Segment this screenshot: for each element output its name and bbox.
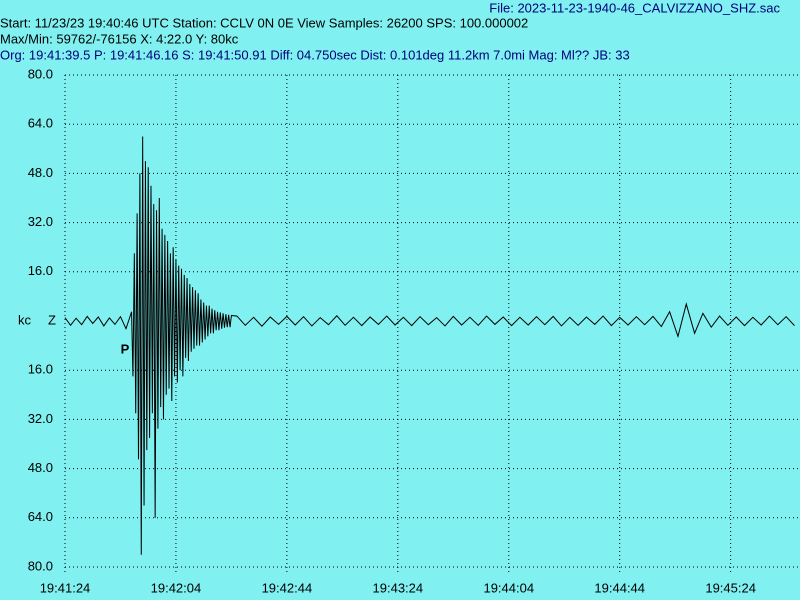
y-tick-label: 48.0 — [28, 165, 53, 180]
y-tick-label: 80.0 — [28, 558, 53, 573]
y-axis-label: kc — [18, 312, 32, 327]
x-tick-label: 19:44:44 — [594, 580, 645, 595]
info-line: Org: 19:41:39.5 P: 19:41:46.16 S: 19:41:… — [0, 47, 630, 62]
waveform — [64, 136, 795, 555]
y-tick-label: 80.0 — [28, 66, 53, 81]
info-line: Start: 11/23/23 19:40:46 UTC Station: CC… — [0, 15, 528, 30]
y-tick-label: 48.0 — [28, 460, 53, 475]
x-tick-label: 19:45:24 — [705, 580, 756, 595]
y-tick-label: 64.0 — [28, 116, 53, 131]
phase-marker: P — [121, 341, 130, 356]
y-tick-label: 32.0 — [28, 214, 53, 229]
y-tick-label: 16.0 — [28, 362, 53, 377]
y-tick-label: 16.0 — [28, 263, 53, 278]
info-line: Max/Min: 59762/-76156 X: 4:22.0 Y: 80kc — [0, 31, 239, 46]
x-tick-label: 19:41:24 — [40, 580, 91, 595]
y-tick-label: 32.0 — [28, 411, 53, 426]
x-tick-label: 19:43:24 — [373, 580, 424, 595]
x-tick-label: 19:44:04 — [483, 580, 534, 595]
y-tick-label: 64.0 — [28, 509, 53, 524]
x-tick-label: 19:42:44 — [262, 580, 313, 595]
channel-label: Z — [48, 312, 56, 327]
x-tick-label: 19:42:04 — [151, 580, 202, 595]
file-name: File: 2023-11-23-1940-46_CALVIZZANO_SHZ.… — [489, 0, 780, 15]
